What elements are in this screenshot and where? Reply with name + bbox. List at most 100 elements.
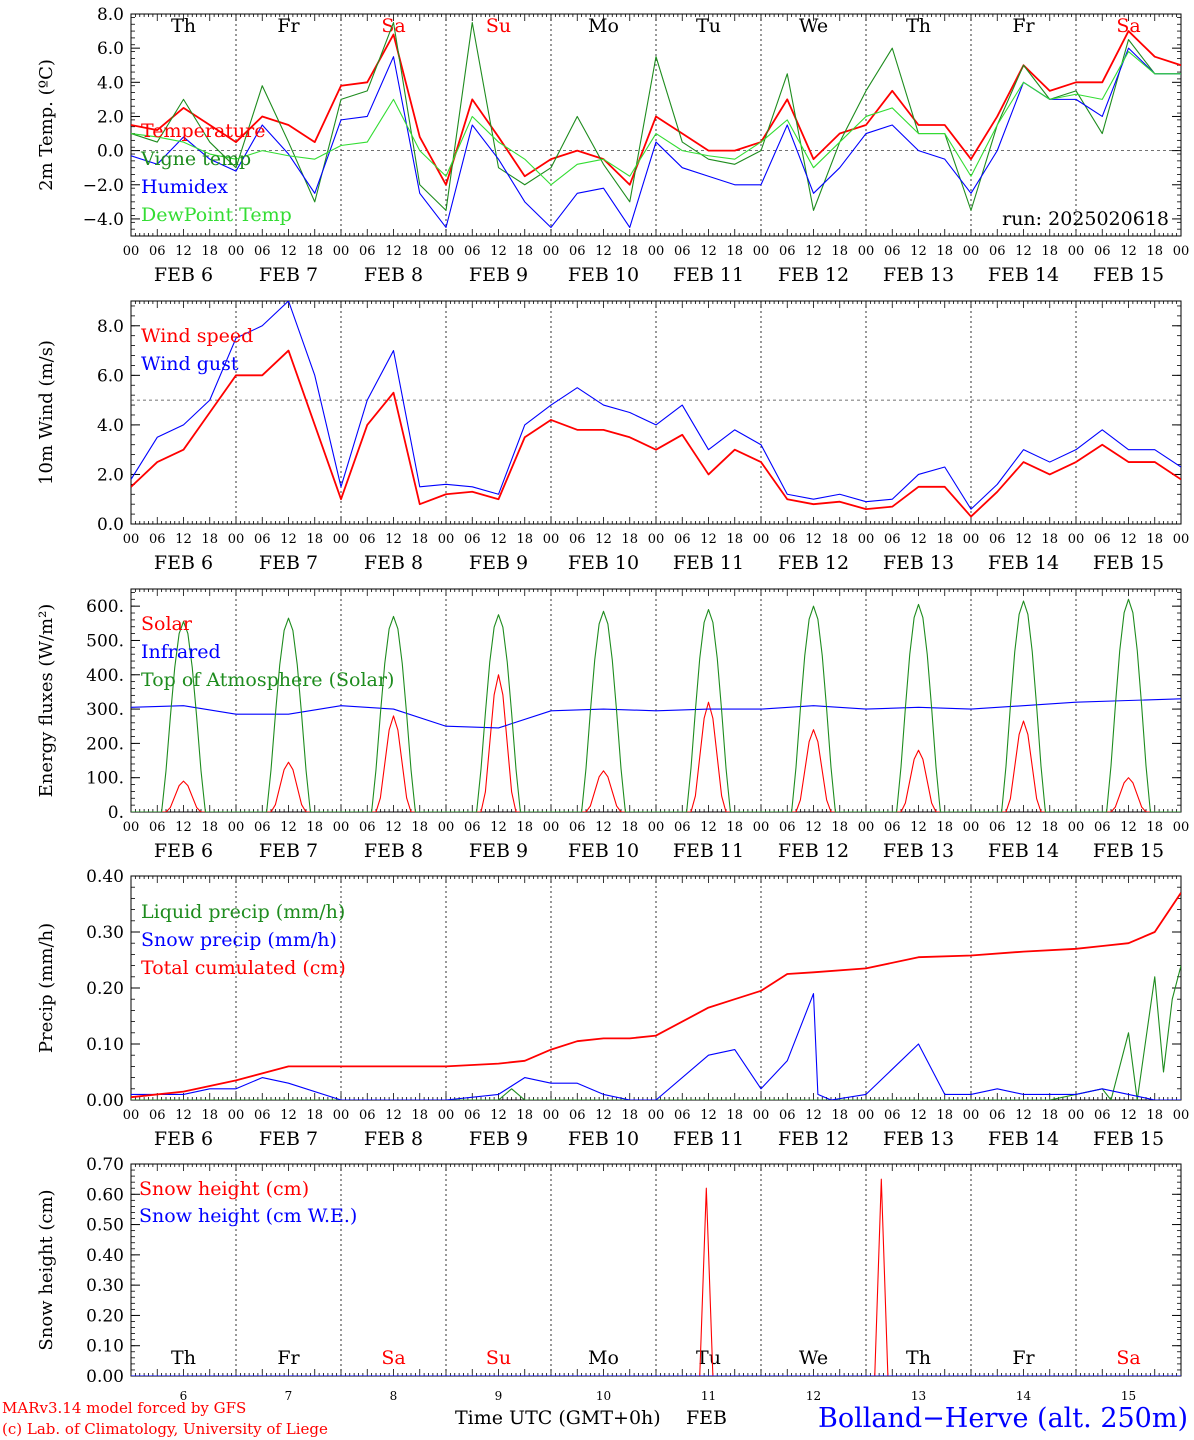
date-label: FEB 10 [568, 840, 639, 862]
y-tick-label: 0.60 [86, 1185, 124, 1205]
hour-tick-label: 00 [1068, 244, 1085, 259]
legend-entry: Vigne temp [140, 148, 251, 170]
date-label: FEB 13 [883, 264, 954, 286]
hour-tick-label: 06 [569, 820, 586, 835]
hour-tick-label: 18 [201, 820, 218, 835]
hour-tick-label: 18 [831, 532, 848, 547]
hour-tick-label: 12 [595, 244, 612, 259]
y-axis-label: Snow height (cm) [36, 1189, 57, 1350]
hour-tick-label: 06 [989, 1108, 1006, 1123]
hour-tick-label: 18 [306, 532, 323, 547]
y-tick-label: 0.30 [86, 923, 124, 943]
hour-tick-label: 18 [411, 532, 428, 547]
hour-tick-label: 06 [149, 820, 166, 835]
hour-tick-label: 18 [1146, 1108, 1163, 1123]
hour-tick-label: 00 [438, 820, 455, 835]
y-tick-label: 0.50 [86, 1216, 124, 1236]
legend-entry: Total cumulated (cm) [141, 957, 346, 979]
hour-tick-label: 12 [1120, 820, 1137, 835]
hour-tick-label: 06 [254, 244, 271, 259]
legend-entry: Humidex [141, 176, 228, 198]
series-line-snow-height-cm- [131, 1178, 1181, 1376]
hour-tick-label: 00 [228, 820, 245, 835]
hour-tick-label: 18 [831, 820, 848, 835]
date-label: FEB 14 [988, 552, 1059, 574]
hour-tick-label: 00 [1068, 532, 1085, 547]
hour-tick-label: 12 [490, 1108, 507, 1123]
weekday-label: Tu [696, 1347, 721, 1369]
hour-tick-label: 06 [674, 820, 691, 835]
hour-tick-label: 06 [464, 820, 481, 835]
hour-tick-label: 06 [464, 244, 481, 259]
day-number-label: 10 [596, 1389, 611, 1403]
series-line-humidex [131, 47, 1181, 229]
hour-tick-label: 00 [543, 1108, 560, 1123]
hour-tick-label: 12 [700, 1108, 717, 1123]
date-label: FEB 7 [259, 552, 318, 574]
hour-tick-label: 18 [1041, 244, 1058, 259]
day-number-label: 8 [390, 1389, 398, 1403]
y-tick-label: 0.40 [86, 1246, 124, 1266]
hour-tick-label: 12 [1015, 1108, 1032, 1123]
hour-tick-label: 00 [123, 820, 140, 835]
y-tick-label: 600. [86, 597, 124, 617]
panel-4: 0.40 0.30 0.20 0.10 0.00 Precip (mm/h) 00 06 12 1… [36, 867, 1189, 1150]
hour-tick-label: 12 [175, 532, 192, 547]
hour-tick-label: 06 [1094, 820, 1111, 835]
y-tick-label: 0.10 [86, 1035, 124, 1055]
hour-tick-label: 18 [936, 1108, 953, 1123]
date-label: FEB 15 [1093, 552, 1164, 574]
series-line-snow-precip-mm-h- [131, 993, 1181, 1100]
hour-tick-label: 00 [963, 820, 980, 835]
hour-tick-label: 18 [1041, 532, 1058, 547]
y-tick-label: 300. [86, 700, 124, 720]
series-line-infrared [131, 698, 1181, 729]
date-label: FEB 13 [883, 552, 954, 574]
weekday-label: Mo [588, 1347, 619, 1369]
legend-entry: Liquid precip (mm/h) [141, 901, 345, 923]
hour-tick-label: 06 [359, 1108, 376, 1123]
hour-tick-label: 18 [726, 820, 743, 835]
date-label: FEB 13 [883, 840, 954, 862]
date-label: FEB 10 [568, 264, 639, 286]
weekday-label: Fr [1012, 1347, 1035, 1369]
credit-line-1: MARv3.14 model forced by GFS [2, 1399, 246, 1417]
hour-tick-label: 06 [464, 1108, 481, 1123]
hour-tick-label: 00 [543, 244, 560, 259]
hour-tick-label: 06 [779, 532, 796, 547]
hour-tick-label: 12 [280, 820, 297, 835]
y-tick-label: 2.0 [97, 107, 124, 127]
day-number-label: 15 [1121, 1389, 1136, 1403]
y-tick-label: 6.0 [97, 366, 124, 386]
hour-tick-label: 00 [753, 820, 770, 835]
hour-tick-label: 18 [1041, 820, 1058, 835]
legend-entry: Wind gust [141, 353, 239, 375]
hour-tick-label: 00 [543, 532, 560, 547]
panel-5: 0.70 0.60 0.50 0.40 0.30 0.20 0.10 0.00 Snow hei… [36, 1155, 1182, 1403]
day-number-label: 7 [285, 1389, 293, 1403]
date-label: FEB 7 [259, 1128, 318, 1150]
hour-tick-label: 06 [254, 820, 271, 835]
hour-tick-label: 12 [385, 1108, 402, 1123]
hour-tick-label: 12 [805, 1108, 822, 1123]
hour-tick-label: 00 [753, 532, 770, 547]
y-axis-label: 10m Wind (m/s) [36, 340, 57, 485]
date-label: FEB 11 [673, 264, 744, 286]
hour-tick-label: 12 [1015, 244, 1032, 259]
y-tick-label: 4.0 [97, 73, 124, 93]
hour-tick-label: 18 [831, 244, 848, 259]
series-line-top-of-atmosphere-solar- [131, 598, 1181, 812]
hour-tick-label: 06 [569, 1108, 586, 1123]
y-tick-label: 200. [86, 734, 124, 754]
hour-tick-label: 06 [779, 244, 796, 259]
hour-tick-label: 06 [569, 532, 586, 547]
date-label: FEB 7 [259, 840, 318, 862]
hour-tick-label: 06 [359, 244, 376, 259]
series-line-vigne-temp [131, 21, 1181, 211]
hour-tick-label: 18 [936, 244, 953, 259]
series-line-liquid-precip-mm-h- [131, 965, 1181, 1100]
y-tick-label: 2.0 [97, 465, 124, 485]
date-label: FEB 12 [778, 1128, 849, 1150]
hour-tick-label: 12 [595, 1108, 612, 1123]
hour-tick-label: 00 [963, 1108, 980, 1123]
